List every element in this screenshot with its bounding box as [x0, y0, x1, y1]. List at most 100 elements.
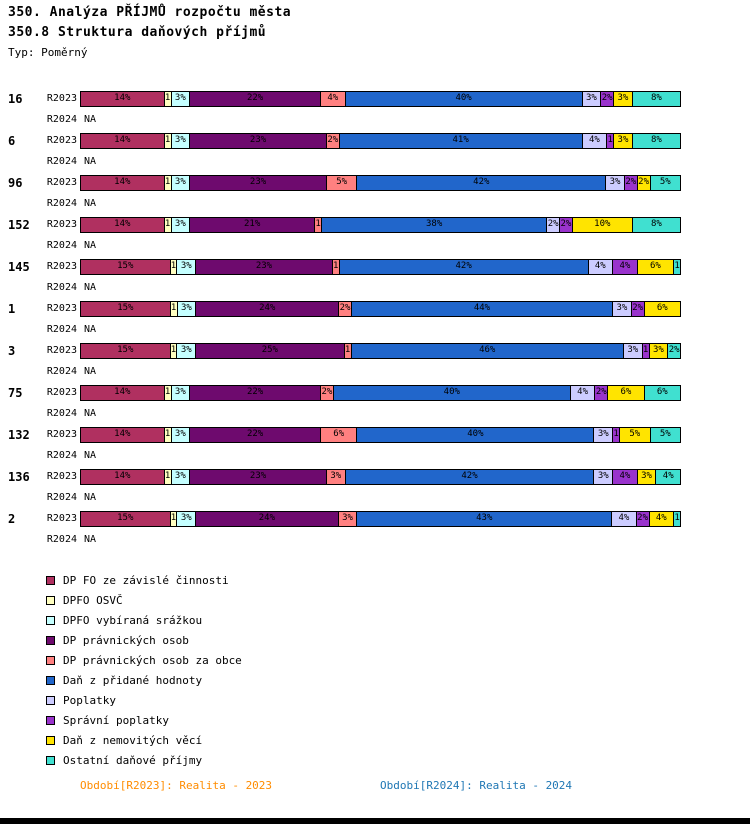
report-type-label: Typ: Poměrný — [8, 46, 88, 59]
bar-segment: 6% — [644, 385, 680, 400]
legend-label: Ostatní daňové příjmy — [63, 753, 203, 767]
bar-segment: 6% — [608, 385, 645, 400]
na-value: NA — [84, 156, 97, 167]
bar-segment: 1 — [674, 511, 680, 526]
row-id-label: 145 — [8, 259, 30, 274]
na-row: R2024 NA — [0, 277, 750, 298]
row-group: 16 R2023 14% 1 3% 22% 4% 40% 3% 2% 3% 8% R2024 NA — [0, 88, 750, 130]
bar-segment: 2% — [601, 91, 615, 106]
na-value: NA — [84, 282, 97, 293]
bar-segment: 42% — [339, 259, 589, 274]
bar-segment: 3% — [171, 469, 191, 484]
bar-segment: 4% — [613, 469, 638, 484]
bar-segment: 14% — [81, 217, 165, 232]
bar-segment: 42% — [345, 469, 595, 484]
stacked-bar: 15% 1 3% 25% 1 46% 3% 1 3% 2% — [80, 342, 681, 359]
bar-segment: 3% — [177, 259, 197, 274]
period-label: R2024 — [46, 324, 77, 335]
bar-segment: 14% — [81, 91, 165, 106]
bar-segment: 5% — [650, 175, 680, 190]
legend-swatch — [46, 615, 55, 625]
legend-item: Daň z nemovitých věcí — [46, 730, 242, 750]
na-row: R2024 NA — [0, 361, 750, 382]
bar-segment: 1 — [170, 301, 178, 316]
legend-item: Daň z přidané hodnoty — [46, 670, 242, 690]
row-id-label: 96 — [8, 175, 23, 190]
period-label: R2024 — [46, 114, 77, 125]
bar-segment: 40% — [345, 91, 583, 106]
bar-segment: 5% — [620, 427, 651, 442]
bar-segment: 2% — [321, 385, 334, 400]
period-label: R2024 — [46, 534, 77, 545]
legend-swatch — [46, 715, 55, 725]
bar-segment: 15% — [81, 301, 171, 316]
bar-segment: 40% — [357, 427, 595, 442]
row-group: 152 R2023 14% 1 3% 21% 1 38% 2% 2% 10% 8% R2024 NA — [0, 214, 750, 256]
row-group: 96 R2023 14% 1 3% 23% 5% 42% 3% 2% 2% 5% R2024 NA — [0, 172, 750, 214]
bar-segment: 2% — [637, 175, 651, 190]
bar-segment: 1 — [170, 259, 178, 274]
legend-swatch — [46, 575, 55, 585]
bar-row: 6 R2023 14% 1 3% 23% 2% 41% 4% 1 3% 8% — [0, 130, 750, 151]
na-value: NA — [84, 114, 97, 125]
bar-segment: 23% — [190, 175, 327, 190]
bar-segment: 3% — [177, 343, 197, 358]
row-id-label: 16 — [8, 91, 23, 106]
na-value: NA — [84, 534, 97, 545]
legend-item: DPFO OSVČ — [46, 590, 242, 610]
legend-swatch — [46, 675, 55, 685]
bar-segment: 23% — [190, 133, 327, 148]
bar-segment: 46% — [351, 343, 624, 358]
bar-segment: 5% — [326, 175, 358, 190]
bar-segment: 1 — [164, 427, 172, 442]
bar-segment: 3% — [649, 343, 669, 358]
row-id-label: 136 — [8, 469, 30, 484]
stacked-bar: 14% 1 3% 23% 5% 42% 3% 2% 2% 5% — [80, 174, 681, 191]
stacked-bar: 14% 1 3% 22% 2% 40% 4% 2% 6% 6% — [80, 384, 681, 401]
bar-segment: 14% — [81, 469, 165, 484]
bar-segment: 22% — [190, 91, 321, 106]
bar-segment: 3% — [582, 91, 602, 106]
bar-row: 16 R2023 14% 1 3% 22% 4% 40% 3% 2% 3% 8% — [0, 88, 750, 109]
na-row: R2024 NA — [0, 529, 750, 550]
na-row: R2024 NA — [0, 403, 750, 424]
footer-period-2024-label: Období[R2024]: Realita - 2024 — [380, 779, 573, 792]
bar-row: 96 R2023 14% 1 3% 23% 5% 42% 3% 2% 2% 5% — [0, 172, 750, 193]
bar-segment: 4% — [588, 259, 614, 274]
bar-row: 3 R2023 15% 1 3% 25% 1 46% 3% 1 3% 2% — [0, 340, 750, 361]
bar-segment: 15% — [81, 259, 171, 274]
period-label: R2023 — [46, 387, 77, 398]
row-group: 2 R2023 15% 1 3% 24% 3% 43% 4% 2% 4% 1 R2024 NA — [0, 508, 750, 550]
bar-segment: 4% — [612, 511, 637, 526]
legend-swatch — [46, 735, 55, 745]
bar-segment: 14% — [81, 175, 165, 190]
bar-segment: 3% — [171, 91, 191, 106]
legend-item: DP právnických osob — [46, 630, 242, 650]
bar-segment: 4% — [321, 91, 346, 106]
na-row: R2024 NA — [0, 487, 750, 508]
bar-segment: 21% — [190, 217, 316, 232]
legend-label: DP právnických osob za obce — [63, 653, 242, 667]
bar-segment: 1 — [332, 259, 340, 274]
period-label: R2023 — [46, 261, 77, 272]
stacked-bar: 14% 1 3% 23% 3% 42% 3% 4% 3% 4% — [80, 468, 681, 485]
bar-segment: 6% — [637, 259, 675, 274]
row-group: 145 R2023 15% 1 3% 23% 1 42% 4% 4% 6% 1 R2024 NA — [0, 256, 750, 298]
report-subtitle: 350.8 Struktura daňových příjmů — [8, 25, 267, 40]
na-row: R2024 NA — [0, 319, 750, 340]
bottom-border — [0, 818, 750, 824]
bar-segment: 24% — [196, 511, 339, 526]
bar-segment: 3% — [637, 469, 657, 484]
bar-segment: 40% — [333, 385, 571, 400]
bar-segment: 2% — [631, 301, 645, 316]
bar-segment: 15% — [81, 511, 171, 526]
legend-label: DP FO ze závislé činnosti — [63, 573, 229, 587]
legend-item: DP právnických osob za obce — [46, 650, 242, 670]
bar-segment: 15% — [81, 343, 171, 358]
bar-row: 136 R2023 14% 1 3% 23% 3% 42% 3% 4% 3% 4% — [0, 466, 750, 487]
period-label: R2024 — [46, 408, 77, 419]
bar-segment: 14% — [81, 385, 165, 400]
bar-row: 145 R2023 15% 1 3% 23% 1 42% 4% 4% 6% 1 — [0, 256, 750, 277]
bar-segment: 1 — [164, 175, 172, 190]
stacked-bar-chart: 16 R2023 14% 1 3% 22% 4% 40% 3% 2% 3% 8% R2024 NA 6 R20… — [0, 88, 750, 550]
